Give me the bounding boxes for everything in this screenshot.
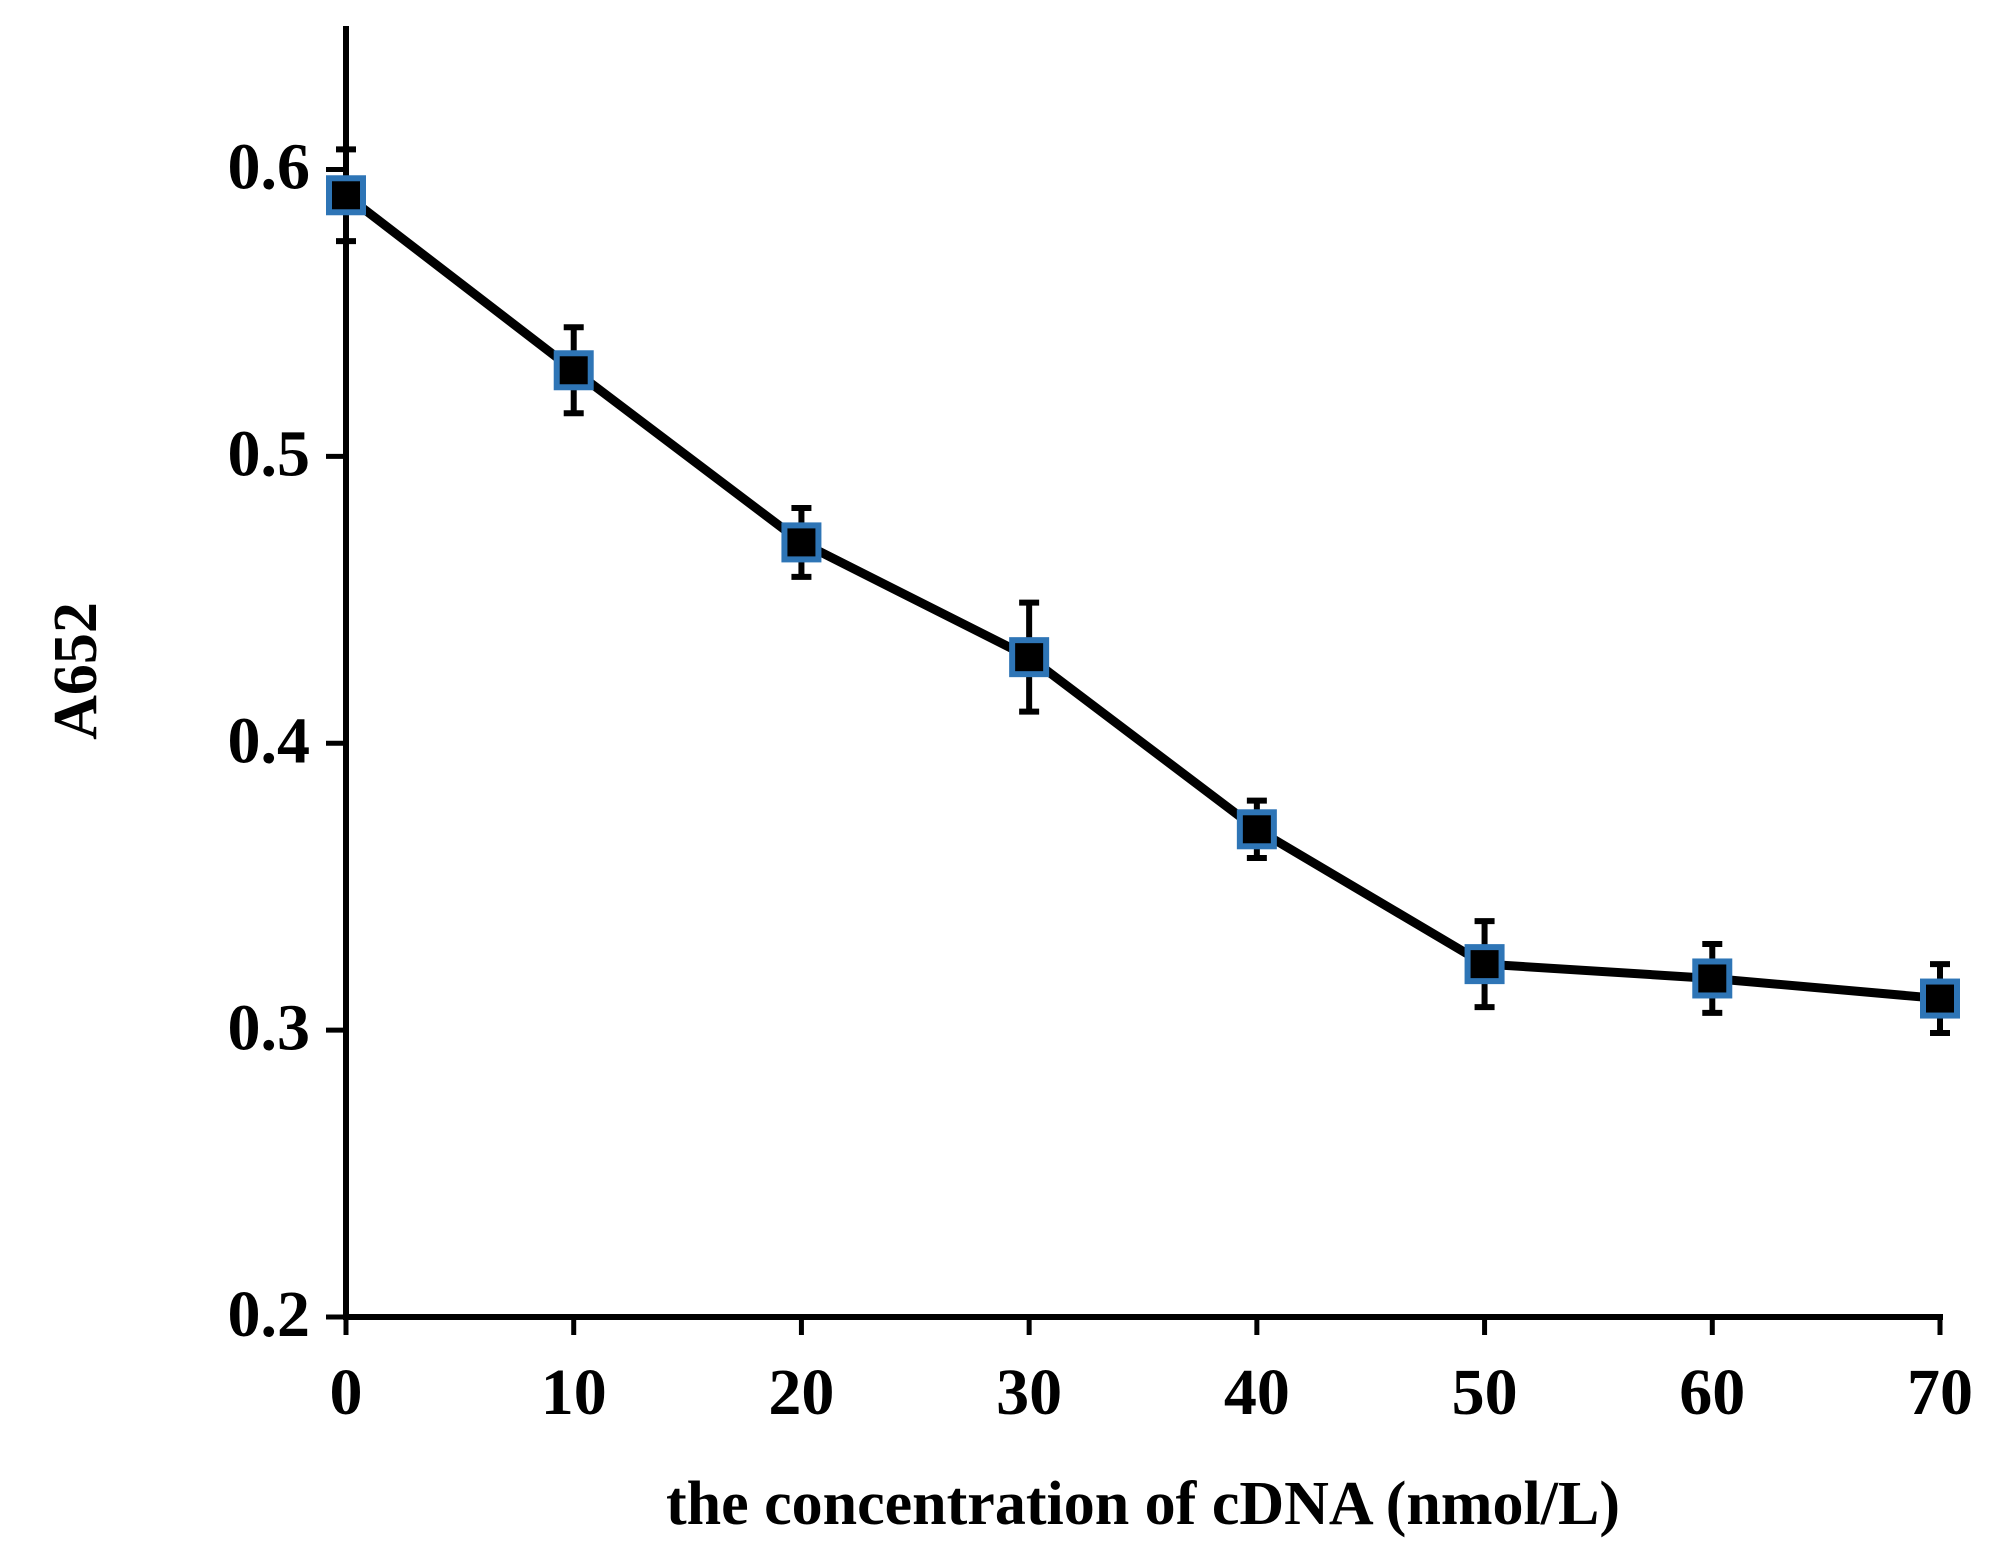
marker	[781, 522, 822, 563]
marker	[1692, 958, 1733, 999]
y-tick-label: 0.5	[228, 417, 311, 490]
marker	[1920, 978, 1960, 1019]
series-line	[343, 191, 1941, 1004]
marker	[1464, 944, 1505, 985]
marker	[326, 175, 366, 216]
marker	[1009, 637, 1050, 678]
x-axis-label: the concentration of cDNA (nmol/L)	[666, 1470, 1620, 1538]
x-tick-label: 70	[1907, 1356, 1973, 1429]
marker	[1236, 809, 1277, 850]
y-axis-label: A652	[42, 602, 110, 740]
x-tick-label: 20	[768, 1356, 834, 1429]
x-tick-label: 0	[330, 1356, 363, 1429]
marker	[553, 350, 594, 391]
y-tick-label: 0.3	[228, 991, 311, 1064]
x-tick-label: 10	[541, 1356, 607, 1429]
x-tick-label: 50	[1452, 1356, 1518, 1429]
x-tick-label: 40	[1224, 1356, 1290, 1429]
x-tick-label: 30	[996, 1356, 1062, 1429]
x-tick-label: 60	[1679, 1356, 1745, 1429]
y-tick-label: 0.4	[228, 704, 311, 777]
y-tick-label: 0.6	[228, 131, 311, 204]
y-tick-label: 0.2	[228, 1278, 311, 1351]
